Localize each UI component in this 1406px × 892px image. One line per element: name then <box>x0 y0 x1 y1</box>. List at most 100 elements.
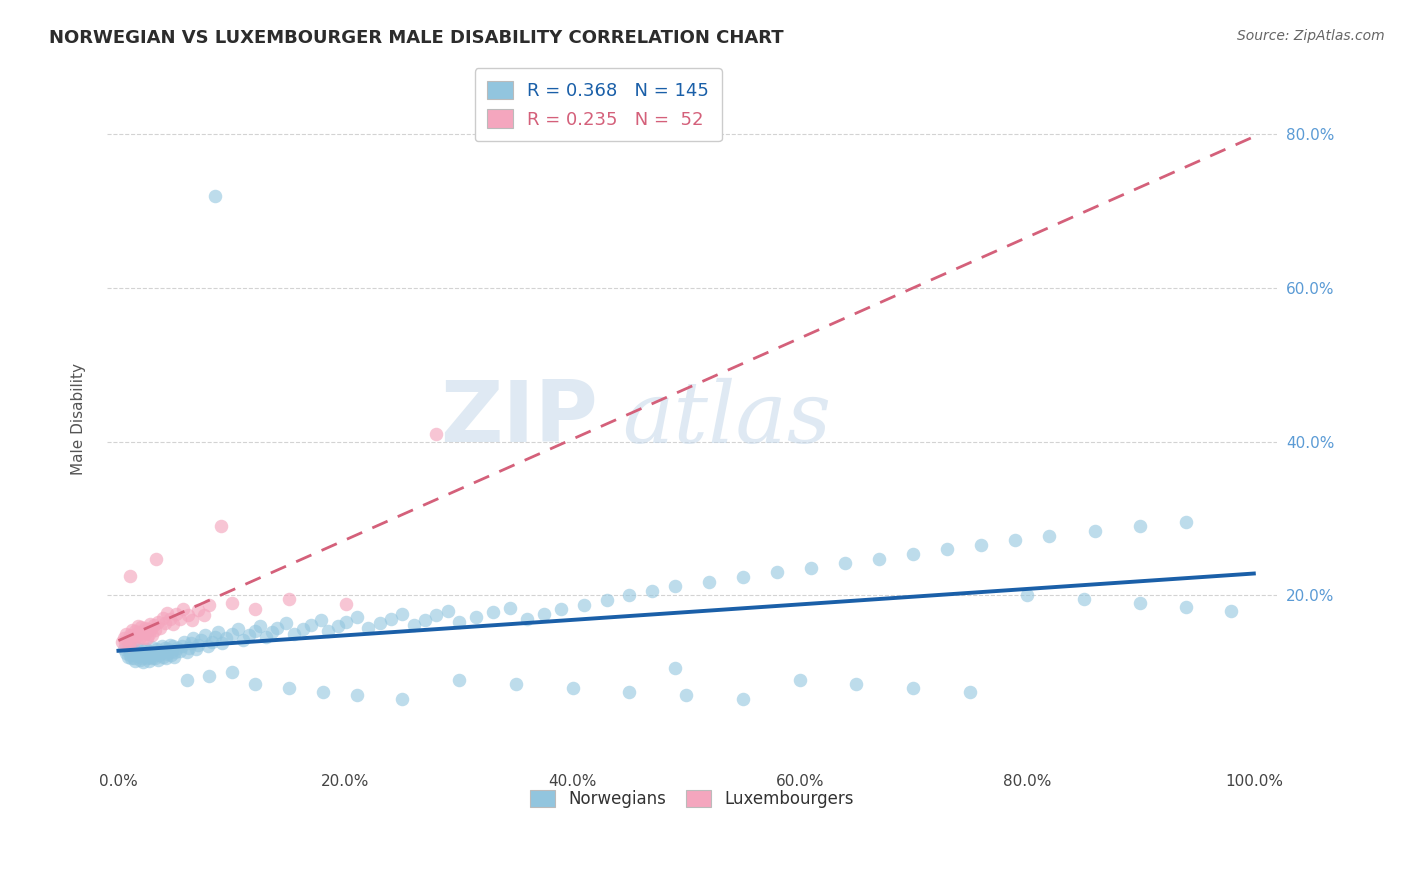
Point <box>162 616 184 631</box>
Point <box>1084 524 1107 538</box>
Point <box>115 627 138 641</box>
Point <box>834 556 856 570</box>
Point <box>413 613 436 627</box>
Y-axis label: Male Disability: Male Disability <box>72 363 86 475</box>
Point <box>800 561 823 575</box>
Point <box>128 649 150 664</box>
Point <box>176 607 198 622</box>
Point <box>172 602 194 616</box>
Point <box>124 644 146 658</box>
Point <box>159 648 181 663</box>
Point <box>572 598 595 612</box>
Point <box>176 645 198 659</box>
Point <box>312 684 335 698</box>
Point <box>135 651 157 665</box>
Point <box>368 616 391 631</box>
Point <box>146 642 169 657</box>
Point <box>318 624 340 638</box>
Point <box>121 623 143 637</box>
Point <box>129 620 152 634</box>
Point <box>243 601 266 615</box>
Point <box>209 519 232 533</box>
Point <box>146 615 169 630</box>
Point <box>118 628 141 642</box>
Point <box>145 551 167 566</box>
Point <box>183 632 205 646</box>
Point <box>170 639 193 653</box>
Point <box>120 633 142 648</box>
Point <box>150 639 173 653</box>
Point <box>135 648 157 662</box>
Point <box>619 684 641 698</box>
Point <box>845 677 868 691</box>
Point <box>561 681 583 695</box>
Point <box>181 613 204 627</box>
Point <box>129 642 152 657</box>
Point <box>152 611 174 625</box>
Point <box>1174 515 1197 529</box>
Point <box>135 632 157 646</box>
Point <box>122 647 145 661</box>
Point <box>155 651 177 665</box>
Point <box>675 689 697 703</box>
Point <box>128 624 150 639</box>
Point <box>200 634 222 648</box>
Point <box>595 593 617 607</box>
Point <box>346 610 368 624</box>
Point <box>159 611 181 625</box>
Point <box>117 649 139 664</box>
Point <box>112 631 135 645</box>
Point <box>141 640 163 654</box>
Point <box>243 624 266 638</box>
Point <box>194 628 217 642</box>
Point <box>141 645 163 659</box>
Point <box>120 651 142 665</box>
Point <box>664 661 686 675</box>
Point <box>277 681 299 695</box>
Point <box>169 644 191 658</box>
Point <box>156 606 179 620</box>
Point <box>1073 592 1095 607</box>
Point <box>550 602 572 616</box>
Point <box>165 645 187 659</box>
Point <box>136 622 159 636</box>
Point <box>132 631 155 645</box>
Point <box>135 626 157 640</box>
Point <box>138 627 160 641</box>
Point <box>380 611 402 625</box>
Point <box>215 632 238 646</box>
Point <box>111 634 134 648</box>
Point <box>198 669 221 683</box>
Point <box>145 646 167 660</box>
Point <box>153 616 176 631</box>
Point <box>148 648 170 663</box>
Point <box>187 603 209 617</box>
Point <box>160 644 183 658</box>
Point <box>143 623 166 637</box>
Point <box>132 655 155 669</box>
Point <box>124 624 146 638</box>
Point <box>125 640 148 655</box>
Point <box>226 622 249 636</box>
Point <box>516 611 538 625</box>
Point <box>141 650 163 665</box>
Point <box>533 607 555 621</box>
Point <box>134 621 156 635</box>
Point <box>177 640 200 655</box>
Point <box>346 689 368 703</box>
Point <box>134 647 156 661</box>
Point <box>124 633 146 648</box>
Point <box>129 653 152 667</box>
Point <box>197 639 219 653</box>
Point <box>391 607 413 621</box>
Point <box>1220 604 1243 618</box>
Point <box>169 612 191 626</box>
Point <box>619 589 641 603</box>
Point <box>204 189 226 203</box>
Point <box>959 684 981 698</box>
Point <box>326 619 349 633</box>
Point <box>127 645 149 659</box>
Point <box>143 651 166 665</box>
Point <box>283 627 305 641</box>
Point <box>117 632 139 647</box>
